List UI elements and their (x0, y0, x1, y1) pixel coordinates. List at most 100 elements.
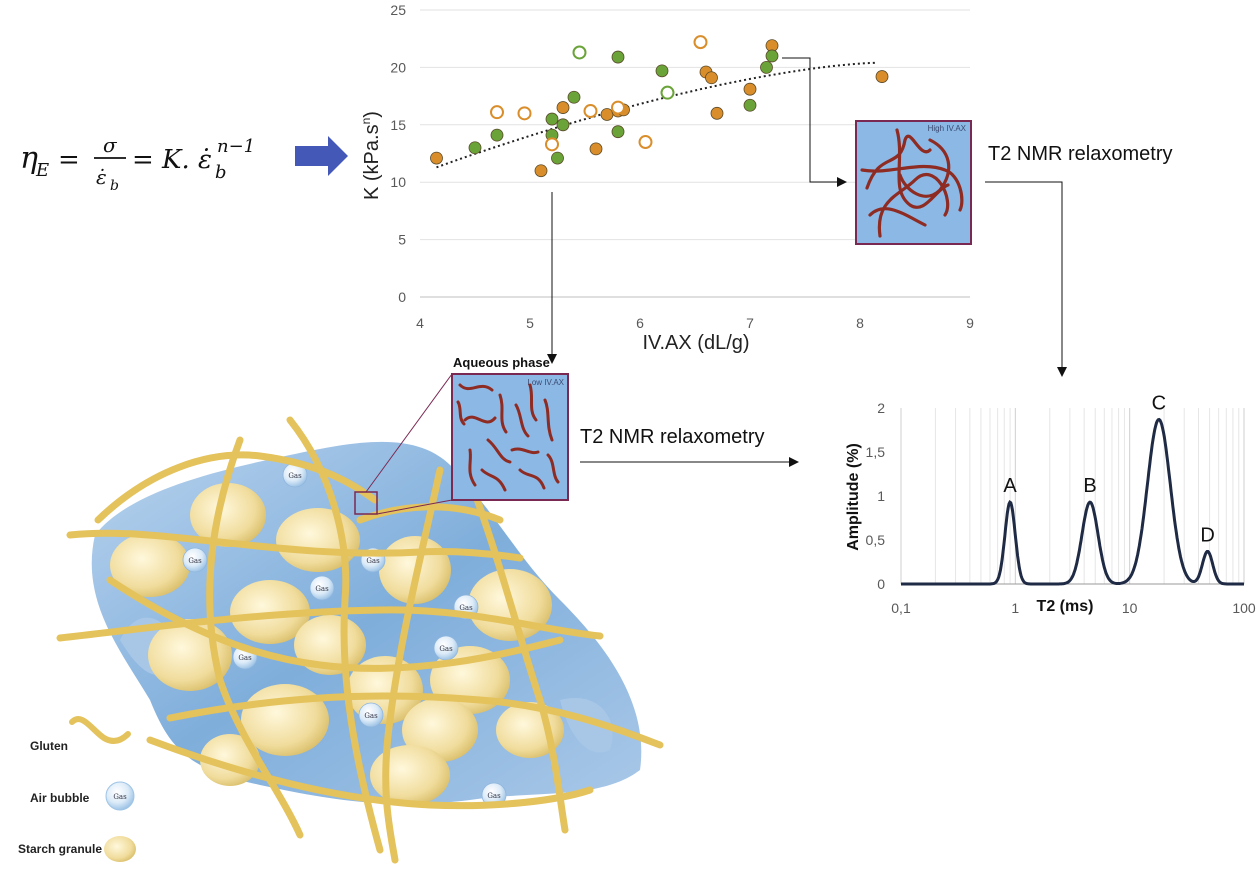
scatter-point (705, 71, 718, 85)
svg-text:K (kPa.sn): K (kPa.sn) (359, 111, 383, 200)
scatter-y-ticks: 0 5 10 15 20 25 (390, 2, 406, 305)
scatter-point (875, 70, 889, 83)
svg-text:Gas: Gas (188, 557, 202, 565)
equation: η E = σ ε̇ b = K. ε̇ b n−1 (20, 133, 255, 194)
scatter-y-tick: 5 (398, 232, 406, 248)
eq-equals-1: = (58, 145, 80, 175)
svg-text:Gas: Gas (487, 792, 501, 800)
svg-text:Gas: Gas (288, 472, 302, 480)
scatter-y-tick: 15 (390, 117, 406, 133)
gas-bubble: Gas (358, 702, 384, 728)
eq-eta: η (20, 141, 38, 176)
t2-label-top: T2 NMR relaxometry (988, 143, 1172, 165)
scatter-x-tick: 6 (636, 315, 644, 331)
eq-sigma: σ (103, 133, 118, 157)
scatter-y-label: K (kPa.sn) (359, 111, 383, 200)
scatter-trendline (436, 61, 877, 169)
scatter-point (556, 101, 570, 114)
scatter-x-tick: 8 (856, 315, 864, 331)
t2-peak-labels: A B C D (1003, 392, 1214, 546)
t2-peak-label: B (1083, 475, 1096, 497)
svg-text:Gas: Gas (439, 645, 453, 653)
scatter-point (583, 104, 598, 119)
scatter-point (534, 164, 548, 178)
t2-x-label: T2 (ms) (1037, 598, 1094, 615)
eq-eta-sub: E (35, 160, 49, 181)
t2-peak-label: A (1003, 475, 1017, 497)
scatter-chart: 0 5 10 15 20 25 4 5 6 7 8 9 IV.AX (dL/g) K (kPa.sn… (359, 2, 974, 354)
scatter-point (589, 142, 603, 156)
gas-bubble: Gas (433, 635, 459, 661)
scatter-x-ticks: 4 5 6 7 8 9 (416, 315, 974, 331)
scatter-point (743, 82, 757, 96)
scatter-y-label-sup: n (359, 118, 373, 125)
eq-rhs: = K. ε̇ (132, 145, 212, 175)
scatter-point (468, 141, 482, 155)
scatter-point (655, 64, 669, 78)
eq-rhs-sup: n−1 (217, 136, 255, 157)
scatter-point (545, 137, 559, 152)
high-ivax-inset: High IV.AX (855, 120, 972, 245)
scatter-point (760, 61, 773, 74)
t2-y-tick: 1 (877, 488, 885, 504)
legend-air-bubble: Air bubble (30, 791, 90, 805)
scatter-point (660, 85, 675, 100)
t2-y-tick: 0,5 (866, 532, 886, 548)
gas-bubble: Gas (182, 547, 208, 573)
scatter-point (567, 90, 581, 104)
high-ivax-label: High IV.AX (928, 124, 967, 133)
t2-peak-label: C (1152, 392, 1166, 414)
t2-x-ticks: 0,1 1 10 100 (891, 600, 1256, 616)
t2-x-tick: 100 (1232, 600, 1256, 616)
t2-y-label: Amplitude (%) (845, 443, 862, 551)
svg-text:Gas: Gas (366, 557, 380, 565)
t2-y-ticks: 0 0,5 1 1,5 2 (866, 400, 886, 592)
scatter-point (490, 105, 504, 120)
scatter-y-tick: 0 (398, 289, 406, 305)
t2-chart: 0 0,5 1 1,5 2 0,1 1 10 100 A B C D T2 (ms) Amplitu… (845, 392, 1256, 616)
legend: Gluten Gas Air bubble Starch granule (18, 716, 136, 862)
connectors (547, 57, 1067, 467)
eq-rhs-sub: b (215, 162, 227, 183)
scatter-y-label-end: ) (361, 111, 383, 118)
scatter-point (545, 112, 559, 126)
scatter-y-tick: 20 (390, 59, 406, 75)
scatter-y-tick: 25 (390, 2, 406, 18)
eq-epsilon: ε̇ (96, 165, 107, 189)
scatter-point (556, 118, 570, 132)
scatter-point (551, 151, 564, 165)
connector-high-ivax (782, 57, 847, 187)
scatter-x-tick: 5 (526, 315, 534, 331)
scatter-point (517, 106, 532, 121)
scatter-point (611, 50, 625, 64)
scatter-y-label-text: K (kPa.s (361, 124, 383, 200)
t2-x-tick: 10 (1122, 600, 1138, 616)
t2-grid (900, 408, 1245, 585)
scatter-point (765, 49, 779, 63)
eq-epsilon-sub: b (110, 178, 119, 194)
svg-text:Gas: Gas (238, 654, 252, 662)
scatter-point (490, 128, 504, 142)
t2-x-tick: 1 (1011, 600, 1019, 616)
scatter-x-tick: 4 (416, 315, 424, 331)
scatter-y-tick: 10 (390, 174, 406, 190)
scatter-point (572, 45, 587, 60)
scatter-points (430, 35, 889, 178)
svg-text:Gas: Gas (315, 585, 329, 593)
t2-label-mid: T2 NMR relaxometry (580, 426, 764, 448)
scatter-x-tick: 7 (746, 315, 754, 331)
low-ivax-label: Low IV.AX (527, 378, 564, 387)
t2-y-tick: 2 (877, 400, 885, 416)
scatter-x-tick: 9 (966, 315, 974, 331)
low-ivax-inset: Aqueous phase Low IV.AX (451, 355, 569, 501)
scatter-point (430, 151, 443, 165)
t2-x-tick: 0,1 (891, 600, 911, 616)
t2-distribution-curve (901, 417, 1244, 586)
scatter-point (600, 108, 614, 121)
gas-bubble: Gas (309, 575, 335, 601)
legend-gluten: Gluten (30, 739, 68, 753)
svg-text:Gas: Gas (364, 712, 378, 720)
scatter-point (693, 35, 708, 50)
connector-t2-top (985, 181, 1067, 377)
